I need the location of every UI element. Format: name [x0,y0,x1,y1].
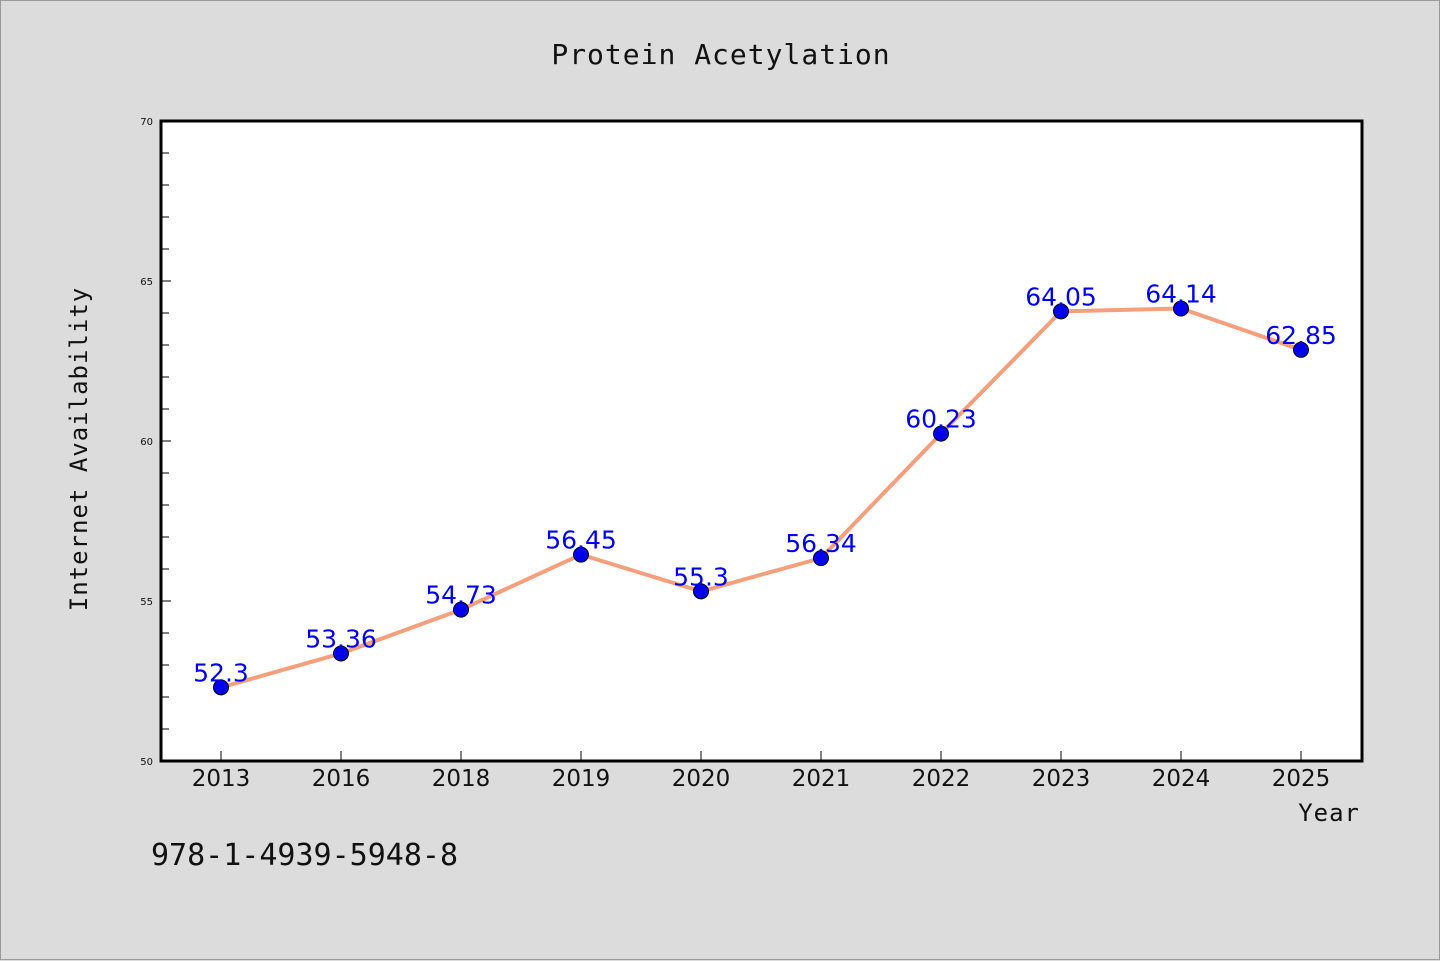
data-point [1293,341,1309,358]
data-label: 52.3 [193,658,249,687]
x-tick-label: 2025 [1272,766,1331,792]
y-tick-label: 50 [140,757,153,768]
y-axis-label: Internet Availability [65,287,93,611]
data-label: 53.36 [305,624,377,653]
x-tick-label: 2023 [1032,766,1091,792]
data-point [573,546,589,563]
data-label: 56.34 [785,529,857,558]
data-label: 54.73 [425,581,497,610]
data-label: 64.05 [1025,282,1097,311]
y-tick-label: 65 [140,277,153,288]
data-point [693,583,709,600]
plot-area [159,119,1364,763]
data-labels: 52.3 53.36 54.73 56.45 55.3 56.34 60.23 64.05 64… [193,280,1337,688]
series-line [220,306,1302,690]
x-tick-label: 2022 [912,766,971,792]
chart-title: Protein Acetylation [551,38,890,71]
data-point [213,679,229,696]
data-point [333,645,349,662]
series-markers [213,300,1309,696]
data-label: 64.14 [1145,280,1217,309]
data-label: 60.23 [905,405,977,434]
x-tick-label: 2020 [672,766,731,792]
data-point [1053,303,1069,320]
x-axis-label: Year [1298,799,1360,827]
x-axis: 2013 2016 2018 2019 2020 2021 2022 2023 2024 2025 [192,751,1331,792]
data-point [933,425,949,442]
data-point [453,601,469,618]
data-label: 55.3 [673,562,729,591]
x-tick-label: 2016 [312,766,371,792]
x-tick-label: 2024 [1152,766,1211,792]
data-label: 56.45 [545,526,617,555]
y-axis: 50 55 60 65 70 [140,117,171,768]
x-tick-label: 2013 [192,766,251,792]
x-tick-label: 2021 [792,766,851,792]
y-tick-label: 60 [140,437,153,448]
data-label: 62.85 [1265,321,1337,350]
y-tick-label: 70 [140,117,153,128]
x-tick-label: 2019 [552,766,611,792]
data-point [1173,300,1189,317]
data-point [813,550,829,567]
y-tick-label: 55 [140,597,153,608]
footnote-isbn: 978-1-4939-5948-8 [151,838,458,873]
x-tick-label: 2018 [432,766,491,792]
